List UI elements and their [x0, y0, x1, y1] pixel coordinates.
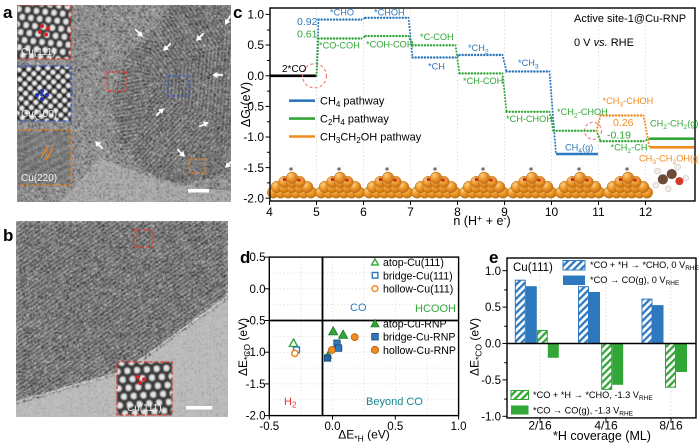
svg-text:*CH2-CHOH: *CH2-CHOH [557, 107, 608, 120]
svg-text:0.61: 0.61 [297, 29, 318, 41]
svg-text:-1.0: -1.0 [246, 347, 266, 359]
svg-text:-0.19: -0.19 [607, 130, 631, 142]
svg-text:-0.5: -0.5 [481, 375, 501, 387]
svg-text:HCOOH: HCOOH [415, 303, 456, 315]
svg-text:0.0: 0.0 [485, 339, 501, 351]
svg-text:11: 11 [592, 205, 605, 219]
svg-text:n (H+ + e-): n (H+ + e-) [453, 214, 510, 229]
svg-text:CH4 pathway: CH4 pathway [320, 96, 385, 110]
svg-text:-0.5: -0.5 [259, 421, 279, 433]
svg-text:1.0: 1.0 [451, 421, 467, 433]
svg-text:Cu(111): Cu(111) [513, 262, 553, 274]
svg-text:-1.0: -1.0 [481, 411, 501, 423]
svg-text:6: 6 [360, 205, 367, 219]
svg-text:0.0: 0.0 [325, 421, 341, 433]
svg-text:d: d [240, 248, 250, 267]
svg-text:0.26: 0.26 [613, 117, 634, 129]
svg-text:hollow-Cu(111): hollow-Cu(111) [383, 284, 453, 296]
svg-text:0 V vs. RHE: 0 V vs. RHE [574, 37, 634, 49]
svg-text:a: a [3, 3, 13, 22]
svg-text:CH3CH2OH pathway: CH3CH2OH pathway [320, 131, 422, 145]
svg-text:10: 10 [545, 205, 559, 219]
svg-text:e: e [489, 248, 498, 267]
svg-text:Cu(111): Cu(111) [127, 403, 162, 414]
svg-text:b: b [3, 226, 13, 245]
svg-text:-1.5: -1.5 [246, 379, 266, 391]
svg-text:8: 8 [454, 205, 461, 219]
svg-text:*CO → CO(g), -1.3 VRHE: *CO → CO(g), -1.3 VRHE [533, 406, 634, 418]
svg-text:Cu(220): Cu(220) [21, 173, 57, 184]
svg-text:*CO + *H → *CHO, 0 VRHE: *CO + *H → *CHO, 0 VRHE [590, 260, 699, 272]
svg-text:Cu(111): Cu(111) [21, 47, 56, 58]
svg-text:-2.0: -2.0 [246, 411, 266, 423]
svg-text:0.5: 0.5 [387, 421, 403, 433]
svg-text:*CHOH: *CHOH [374, 8, 405, 18]
svg-text:-0.5: -0.5 [246, 316, 266, 328]
svg-text:0.5: 0.5 [250, 252, 266, 264]
svg-text:*CO → CO(g), 0 VRHE: *CO → CO(g), 0 VRHE [590, 275, 680, 287]
svg-text:*COH-COH: *COH-COH [366, 40, 413, 50]
svg-text:c: c [233, 3, 242, 22]
svg-text:8/16: 8/16 [659, 419, 683, 433]
svg-text:1.0: 1.0 [247, 8, 264, 22]
svg-text:*CHO: *CHO [330, 8, 354, 18]
svg-text:*CO-COH: *CO-COH [319, 41, 360, 51]
svg-text:0.0: 0.0 [250, 284, 266, 296]
svg-text:1.0: 1.0 [485, 266, 501, 278]
svg-text:CH3-CH2OH(g): CH3-CH2OH(g) [639, 154, 699, 167]
svg-text:7: 7 [407, 205, 414, 219]
svg-text:Beyond CO: Beyond CO [366, 396, 423, 408]
svg-text:*CH2: *CH2 [468, 43, 489, 56]
svg-text:ΔE*CO (eV): ΔE*CO (eV) [236, 318, 252, 376]
svg-text:-2.0: -2.0 [243, 191, 264, 205]
svg-text:9: 9 [501, 205, 508, 219]
svg-text:ΔE*CO (eV): ΔE*CO (eV) [468, 318, 484, 376]
svg-text:*CH-CHOH: *CH-CHOH [506, 114, 553, 124]
svg-text:Cu(100): Cu(100) [21, 109, 57, 120]
svg-text:*CO + *H → *CHO, -1.3 VRHE: *CO + *H → *CHO, -1.3 VRHE [533, 390, 653, 402]
svg-text:*CH3-CHOH: *CH3-CHOH [603, 96, 654, 109]
svg-text:CH4(g): CH4(g) [565, 143, 593, 156]
svg-text:*CH-COH: *CH-COH [463, 76, 503, 86]
svg-text:*CH2-CH: *CH2-CH [611, 143, 648, 156]
svg-text:*CH: *CH [428, 62, 445, 72]
svg-text:0.5: 0.5 [247, 38, 264, 52]
svg-text:0.5: 0.5 [485, 302, 501, 314]
svg-text:hollow-Cu-RNP: hollow-Cu-RNP [383, 345, 456, 357]
svg-text:2/16: 2/16 [528, 419, 552, 433]
svg-text:-1.0: -1.0 [243, 130, 264, 144]
svg-text:0.92: 0.92 [297, 16, 318, 28]
svg-text:atop-Cu-RNP: atop-Cu-RNP [383, 318, 447, 330]
svg-text:ΔE*H (eV): ΔE*H (eV) [338, 428, 390, 444]
svg-text:H2: H2 [284, 396, 297, 410]
svg-text:C2H4 pathway: C2H4 pathway [320, 113, 389, 127]
svg-text:0.0: 0.0 [247, 69, 264, 83]
svg-text:bridge-Cu-RNP: bridge-Cu-RNP [383, 332, 455, 344]
svg-text:ΔG (eV): ΔG (eV) [239, 82, 253, 127]
svg-text:-1.5: -1.5 [243, 161, 264, 175]
svg-text:*CH3: *CH3 [518, 58, 539, 71]
svg-text:4: 4 [266, 205, 273, 219]
svg-text:12: 12 [639, 205, 653, 219]
svg-text:*C-COH: *C-COH [420, 32, 454, 42]
svg-text:2*CO: 2*CO [282, 64, 307, 75]
svg-text:Active site-1@Cu-RNP: Active site-1@Cu-RNP [574, 13, 686, 25]
svg-text:-0.5: -0.5 [243, 100, 264, 114]
svg-text:atop-Cu(111): atop-Cu(111) [383, 257, 444, 269]
svg-text:CO: CO [350, 302, 367, 314]
svg-text:4/16: 4/16 [594, 419, 618, 433]
svg-text:bridge-Cu(111): bridge-Cu(111) [383, 270, 453, 282]
svg-text:*H coverage (ML): *H coverage (ML) [553, 429, 651, 443]
svg-text:CH2-CH2(g): CH2-CH2(g) [650, 119, 698, 132]
svg-text:5: 5 [313, 205, 320, 219]
